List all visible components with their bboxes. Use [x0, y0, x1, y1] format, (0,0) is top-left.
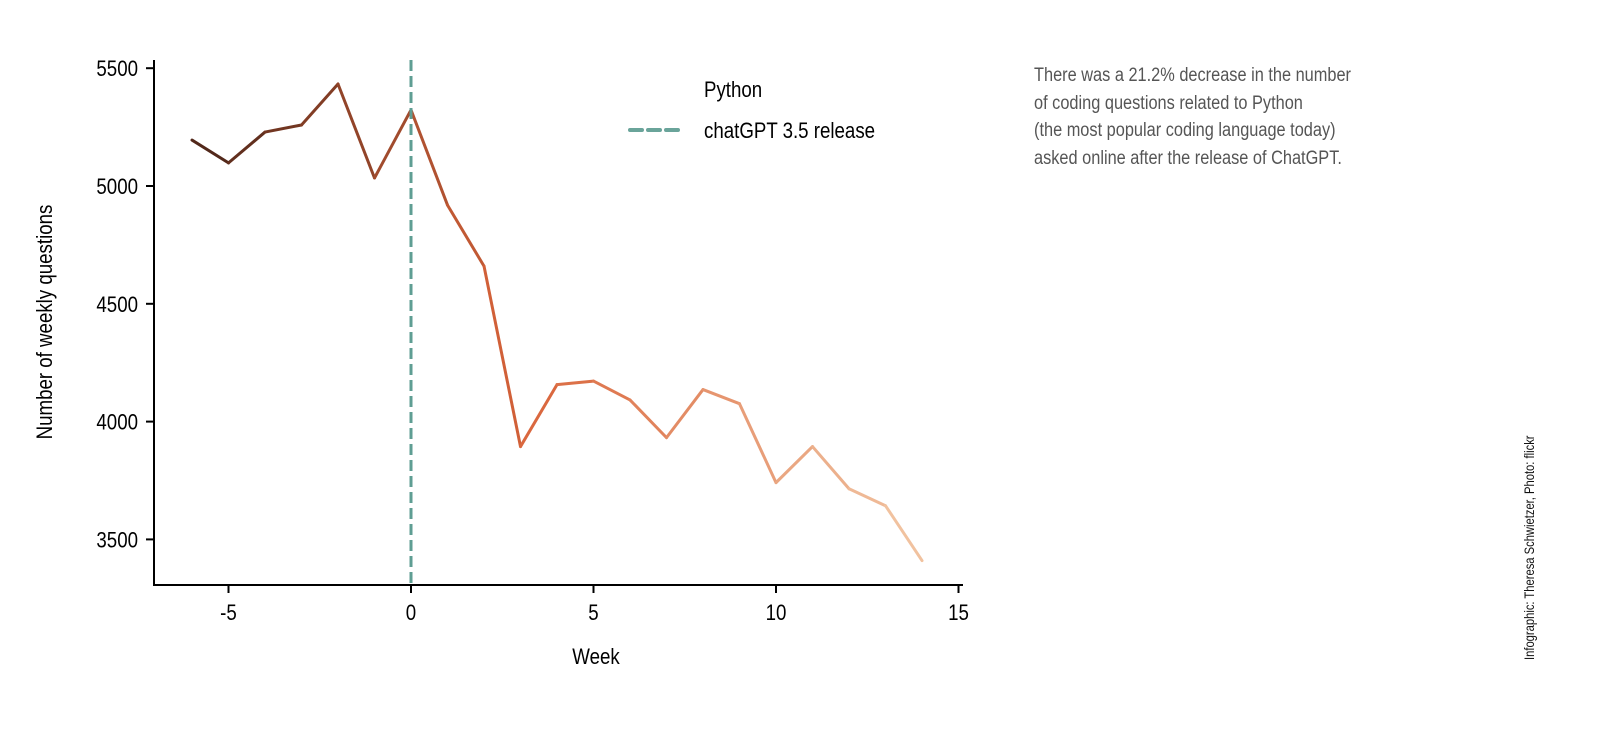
python-line-segment [227, 130, 267, 165]
python-line-segment [847, 487, 887, 508]
y-tick-label: 3500 [96, 529, 138, 553]
x-tick-label: 5 [588, 602, 598, 626]
python-line-segment [811, 445, 851, 491]
legend-release-label: chatGPT 3.5 release [704, 120, 875, 144]
x-tick-label: 0 [406, 602, 416, 626]
y-tick-label: 4500 [96, 293, 138, 317]
annotation-line: of coding questions related to Python [1034, 92, 1303, 114]
python-line-segment [738, 402, 778, 485]
credit-text: Infographic: Theresa Schwietzer, Photo: … [1521, 435, 1537, 660]
python-line-segment [482, 264, 522, 449]
python-line-segment [409, 108, 449, 207]
x-tick-label: 15 [948, 602, 969, 626]
y-tick-label: 5500 [96, 58, 138, 82]
python-line-segment [628, 398, 668, 440]
python-line-segment [519, 383, 559, 449]
legend-python-label: Python [704, 79, 762, 103]
python-line-segment [263, 123, 303, 134]
x-tick-label: -5 [220, 602, 237, 626]
x-tick-label: 10 [766, 602, 787, 626]
python-line-segment [774, 445, 814, 485]
legend: Python chatGPT 3.5 release [628, 79, 875, 144]
x-axis-label: Week [572, 646, 620, 670]
y-tick-label: 5000 [96, 176, 138, 200]
annotation-line: asked online after the release of ChatGP… [1034, 147, 1342, 169]
y-tick-label: 4000 [96, 411, 138, 435]
python-line-segment [373, 108, 413, 180]
python-line-segment [555, 379, 595, 387]
python-line-segment [190, 138, 230, 165]
python-line-segment [701, 388, 741, 406]
annotation-line: There was a 21.2% decrease in the number [1034, 65, 1352, 86]
python-line-segment [336, 82, 376, 180]
python-line-segment [300, 82, 340, 127]
python-line-segment [884, 504, 924, 563]
y-axis-label: Number of weekly questions [34, 205, 58, 440]
annotation-text: There was a 21.2% decrease in the number… [1034, 62, 1481, 172]
python-line-segment [446, 203, 486, 268]
python-line-segment [665, 388, 705, 440]
python-line-segment [592, 379, 632, 402]
annotation-line: (the most popular coding language today) [1034, 120, 1336, 141]
